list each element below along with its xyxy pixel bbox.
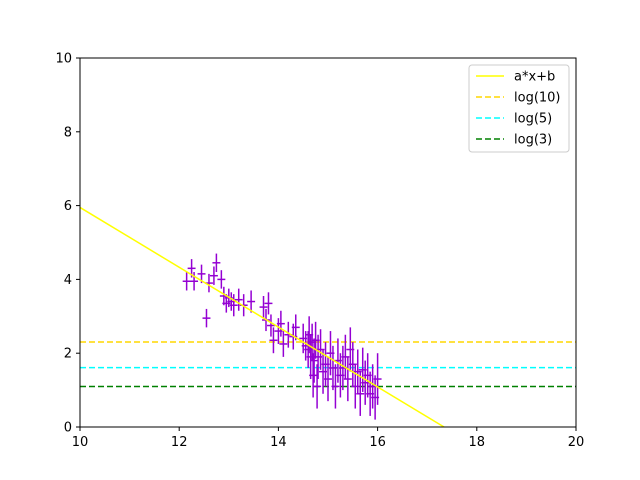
errorbar-series: [182, 253, 382, 420]
errorbar-point: [202, 308, 211, 328]
errorbar-point: [209, 266, 218, 285]
x-tick-label: 12: [171, 435, 188, 450]
errorbar-point: [313, 364, 322, 409]
y-tick-label: 2: [64, 347, 72, 362]
errorbar-point: [373, 353, 382, 405]
y-tick-label: 4: [64, 273, 72, 288]
errorbar-point: [247, 290, 256, 313]
errorbar-point: [259, 296, 268, 319]
errorbar-point: [212, 253, 221, 273]
legend-box: [468, 64, 570, 153]
errorbar-point: [276, 310, 285, 337]
y-tick-label: 0: [64, 421, 72, 436]
errorbar-point: [291, 314, 300, 341]
fit-line-group: [80, 206, 445, 427]
errorbar-point: [331, 364, 340, 409]
legend-label: log(3): [514, 133, 552, 148]
errorbar-point: [324, 356, 332, 402]
errorbar-point: [264, 292, 273, 315]
errorbar-point: [217, 270, 226, 289]
x-tick-label: 18: [469, 435, 486, 450]
x-tick-label: 10: [72, 435, 89, 450]
fit-line: [80, 206, 445, 427]
x-tick-label: 20: [568, 435, 585, 450]
errorbar-point: [266, 314, 275, 337]
y-tick-label: 6: [64, 199, 72, 214]
x-tick-label: 16: [369, 435, 386, 450]
x-tick-label: 14: [270, 435, 287, 450]
legend: a*x+b log(10) log(5) log(3): [468, 64, 570, 153]
legend-label: a*x+b: [514, 70, 555, 85]
errorbar-point: [190, 272, 199, 291]
y-axis: 0 2 4 6 8 10: [55, 52, 80, 436]
errorbar-point: [182, 272, 191, 291]
x-axis: 10 12 14 16 18 20: [72, 427, 585, 450]
errorbar-point: [356, 371, 365, 416]
y-tick-label: 10: [55, 52, 72, 67]
axes-frame: [79, 57, 577, 428]
errorbar-point: [343, 356, 352, 402]
errorbar-point: [229, 294, 238, 317]
errorbar-point: [279, 331, 288, 357]
legend-label: log(10): [514, 91, 561, 106]
errorbar-point: [234, 288, 243, 311]
errorbar-point: [269, 327, 278, 354]
legend-label: log(5): [514, 112, 552, 127]
errorbar-point: [310, 338, 319, 383]
y-tick-label: 8: [64, 125, 72, 140]
